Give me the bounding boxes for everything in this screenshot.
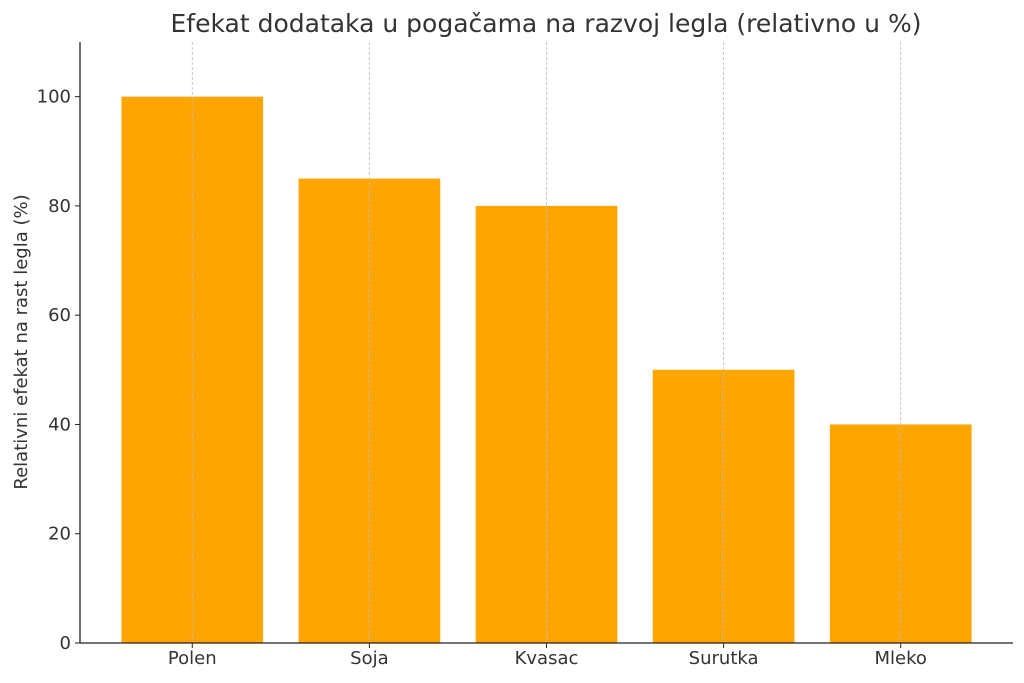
x-tick-label: Surutka: [689, 648, 759, 669]
bar-soja: [298, 178, 441, 643]
y-tick-label: 60: [48, 305, 71, 326]
x-tick-label: Polen: [168, 648, 217, 669]
x-tick-label: Mleko: [875, 648, 927, 669]
y-tick-label: 0: [60, 633, 71, 654]
y-tick-label: 20: [48, 524, 71, 545]
x-tick-label: Soja: [350, 648, 388, 669]
x-tick-label: Kvasac: [515, 648, 579, 669]
y-tick-label: 80: [48, 196, 71, 217]
y-axis-label: Relativni efekat na rast legla (%): [11, 194, 32, 489]
chart-title: Efekat dodataka u pogačama na razvoj leg…: [171, 9, 922, 38]
y-tick-label: 40: [48, 414, 71, 435]
y-tick-label: 100: [37, 87, 71, 108]
